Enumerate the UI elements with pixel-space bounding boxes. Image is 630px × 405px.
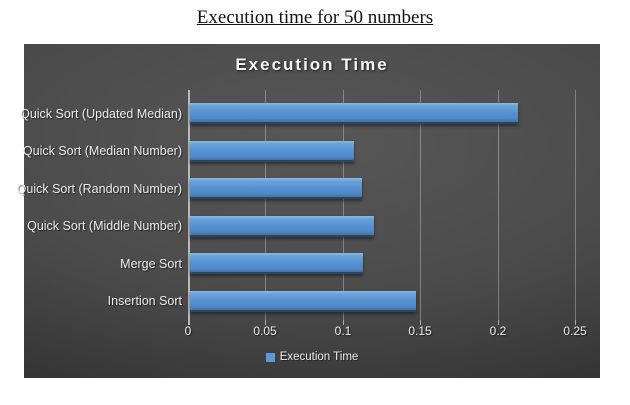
tick-mark xyxy=(265,320,266,325)
execution-time-chart: Execution Time Quick Sort (Updated Media… xyxy=(17,44,600,378)
x-tick-label: 0.15 xyxy=(408,324,432,338)
category-label: Quick Sort (Updated Median) xyxy=(20,106,182,121)
bar xyxy=(190,253,363,275)
tick-mark xyxy=(343,320,344,325)
x-tick-label: 0.1 xyxy=(334,324,352,338)
gridline xyxy=(498,90,499,320)
tick-mark xyxy=(420,320,421,325)
x-tick-label: 0.25 xyxy=(563,324,587,338)
category-label: Quick Sort (Random Number) xyxy=(16,181,182,196)
category-label: Merge Sort xyxy=(120,256,182,271)
category-label: Insertion Sort xyxy=(107,294,182,309)
bar xyxy=(190,140,354,162)
tick-mark xyxy=(498,320,499,325)
legend: Execution Time xyxy=(24,351,600,363)
legend-swatch xyxy=(265,352,275,362)
x-tick-label: 0.05 xyxy=(253,324,277,338)
gridline xyxy=(420,90,421,320)
bar xyxy=(190,215,374,237)
tick-mark xyxy=(575,320,576,325)
gridline xyxy=(265,90,266,320)
bar xyxy=(190,178,362,200)
page-title: Execution time for 50 numbers xyxy=(196,7,434,28)
x-tick-label: 0 xyxy=(184,324,192,338)
legend-label: Execution Time xyxy=(279,351,359,363)
gridline xyxy=(575,90,576,320)
value-axis-line xyxy=(188,90,190,325)
gridline xyxy=(343,90,344,320)
plot-area xyxy=(188,90,588,325)
bar xyxy=(190,290,416,312)
x-tick-label: 0.2 xyxy=(489,324,507,338)
category-label: Quick Sort (Median Number) xyxy=(22,144,182,159)
category-label: Quick Sort (Middle Number) xyxy=(27,219,182,234)
chart-title: Execution Time xyxy=(235,55,389,74)
bar xyxy=(190,103,518,125)
